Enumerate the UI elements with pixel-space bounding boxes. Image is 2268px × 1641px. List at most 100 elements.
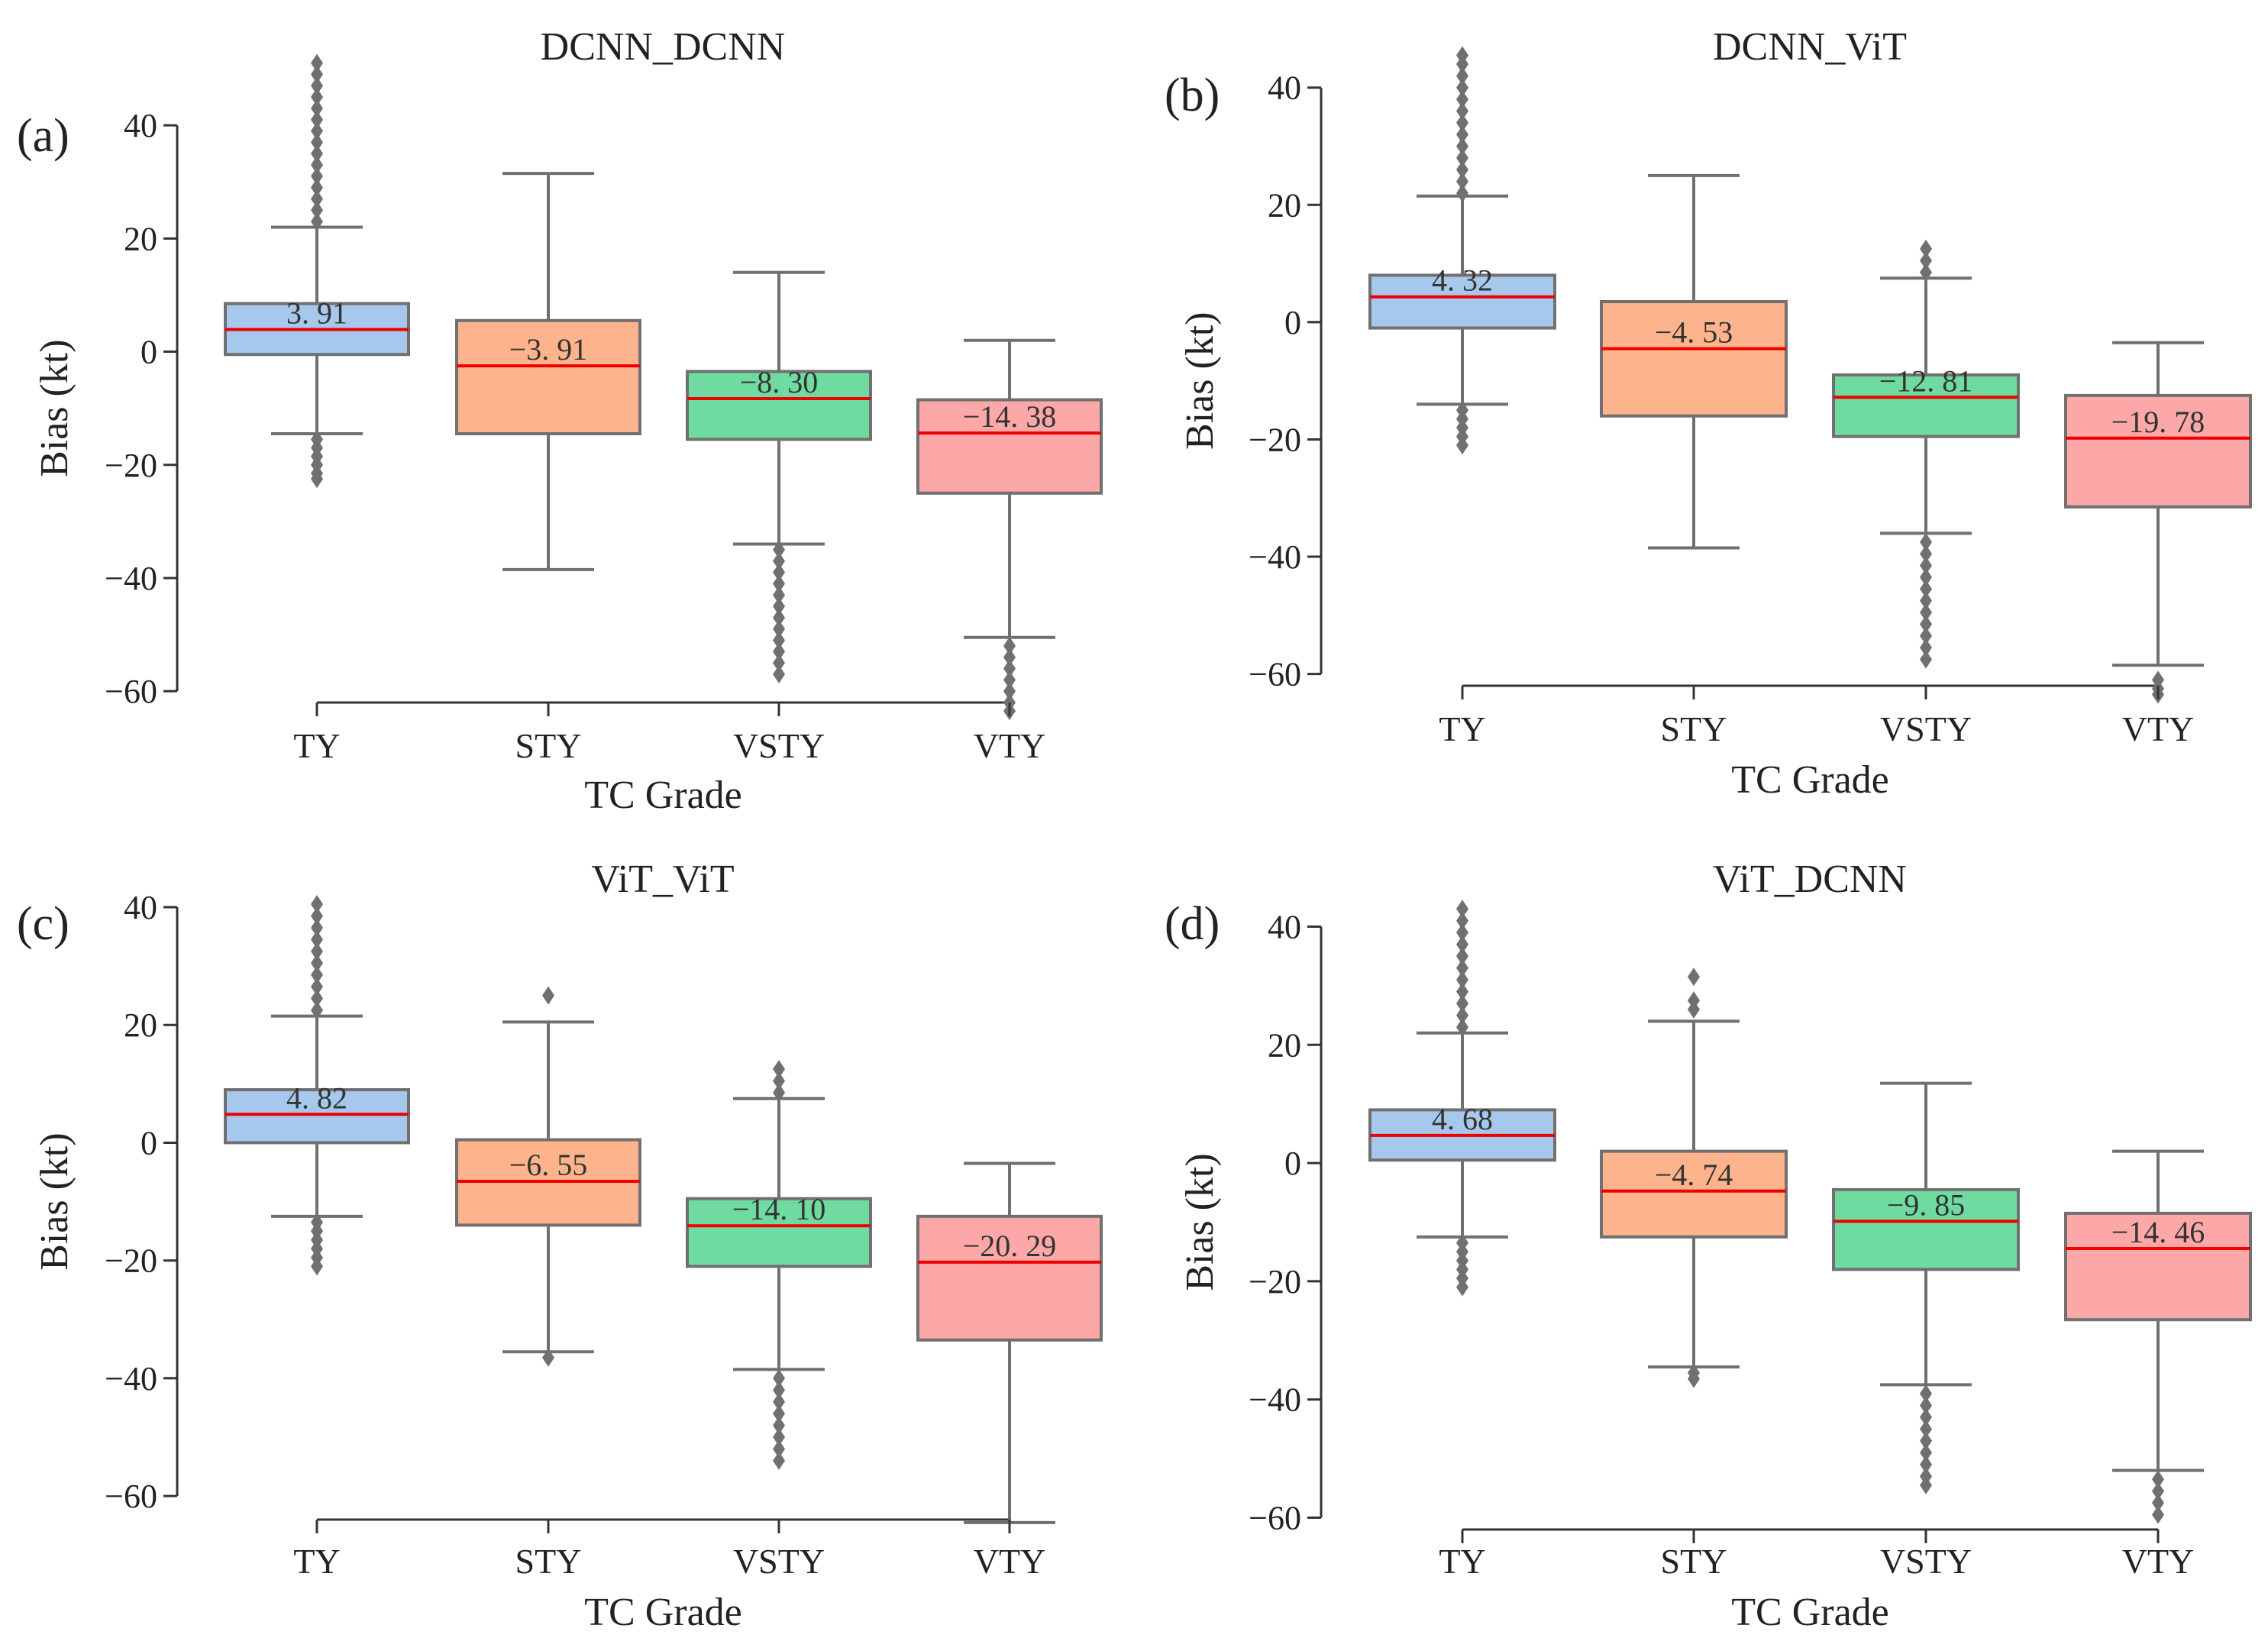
box-sty: −4. 53 <box>1600 173 1788 550</box>
chart-panel-d: ViT_DCNN (d) 40 20 0 −20 −40 −60 Bias (kt) 4. 68 T… <box>1165 858 2252 1634</box>
median-value-label: −12. 81 <box>1879 363 1973 398</box>
outlier-point <box>311 144 323 163</box>
outlier-point <box>2152 1505 2164 1524</box>
outlier-point <box>311 1000 323 1019</box>
outlier-point <box>1920 1431 1932 1450</box>
box-iqr <box>686 370 872 441</box>
outlier-point <box>311 166 323 186</box>
outlier-point <box>311 906 323 925</box>
outlier-point <box>1456 113 1468 132</box>
x-tick-label: VSTY <box>1880 1542 1972 1581</box>
x-tick-label: STY <box>515 726 582 765</box>
x-tick-label: VSTY <box>733 726 825 765</box>
outlier-point <box>1920 263 1932 282</box>
outlier-point <box>311 65 323 84</box>
box-ty: 3. 91 <box>224 53 410 489</box>
median-value-label: −19. 78 <box>2111 405 2205 439</box>
outlier-point <box>773 1451 785 1470</box>
y-tick-label: −20 <box>1249 421 1301 458</box>
outlier-point <box>311 930 323 949</box>
outlier-point <box>773 1368 785 1387</box>
outlier-point <box>1920 1475 1932 1494</box>
outlier-point <box>773 1439 785 1458</box>
x-tick-label: VTY <box>2122 1542 2195 1581</box>
y-tick-label: 40 <box>124 107 157 144</box>
box-sty: −3. 91 <box>455 172 641 571</box>
outlier-point <box>1456 982 1468 1001</box>
outlier-point <box>1456 46 1468 65</box>
outlier-point <box>1003 636 1016 655</box>
y-tick-label: 40 <box>1268 69 1301 107</box>
x-tick-label: STY <box>515 1542 582 1581</box>
y-tick-label: 20 <box>124 220 157 257</box>
outlier-point <box>1920 544 1932 564</box>
median-value-label: −14. 38 <box>963 399 1057 434</box>
median-value-label: −8. 30 <box>740 365 819 399</box>
x-tick-label: STY <box>1661 709 1727 748</box>
y-tick-label: −60 <box>105 673 157 710</box>
y-tick-label: 0 <box>1284 1145 1301 1182</box>
box-iqr <box>1368 273 1556 330</box>
outlier-point <box>2152 1470 2164 1489</box>
x-axis-label: TC Grade <box>584 1591 741 1634</box>
outlier-point <box>1688 967 1700 987</box>
outlier-point <box>311 895 323 914</box>
outlier-point <box>773 1404 785 1423</box>
outlier-point <box>1456 148 1468 167</box>
box-vty: −19. 78 <box>2064 341 2252 704</box>
y-tick-label: 0 <box>1284 304 1301 341</box>
outlier-point <box>1920 567 1932 586</box>
outlier-point <box>773 642 785 661</box>
x-axis-label: TC Grade <box>1731 758 1888 802</box>
y-tick-label: −20 <box>105 447 157 484</box>
outlier-point <box>1920 1396 1932 1415</box>
x-tick-label: TY <box>1439 709 1485 748</box>
outlier-point <box>311 178 323 197</box>
box-iqr <box>455 318 641 435</box>
median-value-label: 3. 91 <box>286 296 347 331</box>
median-value-label: −4. 53 <box>1655 315 1733 350</box>
median-value-label: 4. 82 <box>286 1081 347 1115</box>
outlier-point <box>311 76 323 95</box>
outlier-point <box>773 1083 785 1102</box>
x-tick-label: VSTY <box>733 1542 825 1581</box>
outlier-point <box>773 608 785 627</box>
x-tick-label: VTY <box>2122 709 2195 748</box>
chart-panel-a: DCNN_DCNN (a) 40 20 0 −20 −40 −60 Bias (kt) 3. 91… <box>17 25 1103 817</box>
outlier-point <box>1456 971 1468 990</box>
box-iqr <box>916 1214 1103 1342</box>
median-value-label: −20. 29 <box>963 1229 1057 1263</box>
box-iqr <box>916 398 1103 495</box>
outlier-point <box>311 121 323 141</box>
outlier-point <box>773 1071 785 1090</box>
x-axis-label: TC Grade <box>584 774 741 817</box>
outlier-point <box>1688 991 1700 1010</box>
outlier-point <box>542 1348 554 1367</box>
y-tick-label: 0 <box>141 1124 157 1161</box>
outlier-point <box>311 212 323 231</box>
outlier-point <box>1456 183 1468 202</box>
panel-label: (b) <box>1165 69 1220 121</box>
median-value-label: 4. 68 <box>1432 1102 1493 1136</box>
chart-panel-c: ViT_ViT (c) 40 20 0 −20 −40 −60 Bias (kt) 4. 82 TY… <box>17 858 1103 1634</box>
x-tick-label: VTY <box>974 1542 1046 1581</box>
y-tick-label: −40 <box>1249 1381 1301 1419</box>
outlier-point <box>1456 436 1468 455</box>
outlier-point <box>311 201 323 220</box>
outlier-point <box>773 1060 785 1079</box>
outlier-point <box>1456 66 1468 86</box>
outlier-point <box>1920 1407 1932 1426</box>
chart-title: ViT_DCNN <box>1713 858 1907 901</box>
outlier-point <box>1456 1018 1468 1037</box>
outlier-point <box>1920 1455 1932 1474</box>
box-vsty: −9. 85 <box>1832 1081 2020 1494</box>
box-sty: −6. 55 <box>455 986 641 1367</box>
x-tick-label: TY <box>1439 1542 1485 1581</box>
outlier-point <box>1456 125 1468 144</box>
box-vsty: −14. 10 <box>686 1060 872 1470</box>
outlier-point <box>311 965 323 984</box>
outlier-point <box>1920 1420 1932 1439</box>
y-tick-label: 20 <box>1268 186 1301 224</box>
outlier-point <box>773 551 785 570</box>
